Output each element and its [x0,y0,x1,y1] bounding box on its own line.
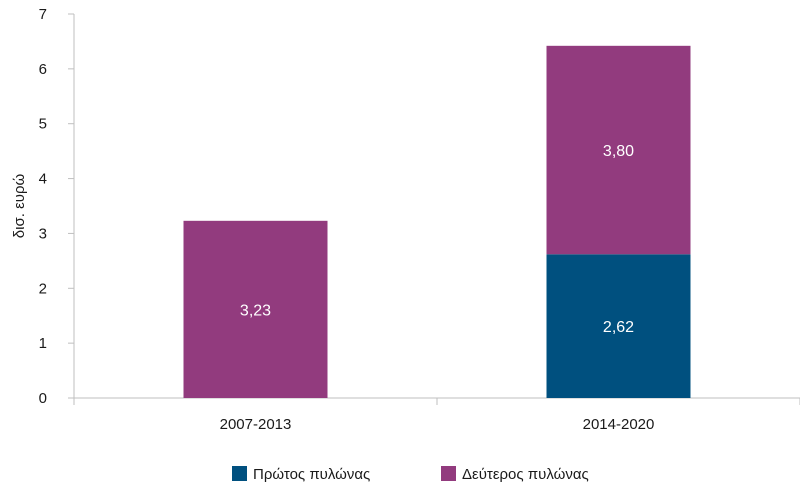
legend-label: Πρώτος πυλώνας [253,466,370,483]
y-tick-label: 3 [39,225,47,242]
legend: Πρώτος πυλώνας Δεύτερος πυλώνας [232,466,589,483]
y-tick-label: 4 [39,171,47,188]
y-axis: 0 1 2 3 4 5 6 7 [39,6,75,407]
legend-swatch [232,466,247,481]
y-tick-label: 1 [39,335,47,352]
y-tick-label: 6 [39,61,47,78]
legend-swatch [441,466,456,481]
y-tick-label: 0 [39,390,47,407]
data-labels: 3,23 2,62 3,80 [240,143,634,336]
y-axis-title: δισ. ευρώ [11,174,28,239]
legend-label: Δεύτερος πυλώνας [462,466,589,483]
y-tick-label: 7 [39,6,47,23]
bars [183,45,691,398]
bar-segment [546,45,691,255]
y-tick-label: 2 [39,280,47,297]
data-label: 3,80 [603,143,634,160]
bar-segment [183,220,328,398]
bar-segment [546,254,691,398]
x-tick-label: 2014-2020 [583,416,655,433]
data-label: 2,62 [603,319,634,336]
y-tick-label: 5 [39,116,47,133]
x-tick-label: 2007-2013 [220,416,292,433]
data-label: 3,23 [240,302,271,319]
x-axis: 2007-2013 2014-2020 [73,397,800,433]
